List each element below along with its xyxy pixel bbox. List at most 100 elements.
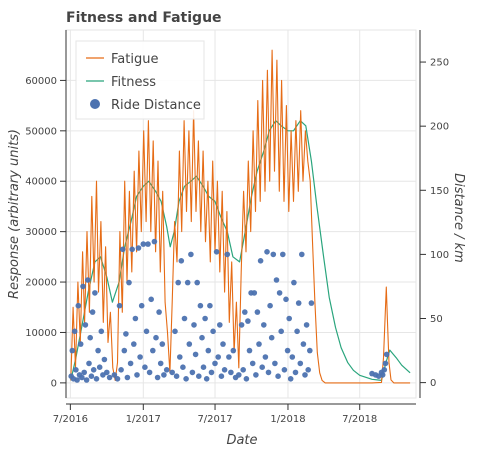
- y-tick-label: 40000: [25, 177, 57, 188]
- ride-distance-point: [221, 367, 228, 373]
- y-tick-label: 30000: [25, 227, 57, 238]
- y-tick-label: 60000: [25, 76, 57, 87]
- ride-distance-point: [126, 279, 132, 286]
- ride-distance-point: [207, 302, 213, 309]
- ride-distance-point: [83, 377, 90, 383]
- ride-distance-point: [284, 347, 291, 354]
- ride-distance-point: [124, 374, 131, 381]
- ride-distance-point: [181, 315, 188, 322]
- ride-distance-point: [292, 369, 299, 376]
- y-axis-label: Response (arbitrary units): [7, 129, 22, 299]
- ride-distance-point: [297, 360, 304, 367]
- ride-distance-point: [295, 300, 302, 306]
- ride-distance-point: [280, 251, 286, 258]
- ride-distance-point: [307, 347, 313, 354]
- ride-distance-point: [262, 354, 269, 360]
- ride-distance-point: [264, 249, 270, 255]
- ride-distance-point: [118, 367, 124, 373]
- ride-distance-point: [95, 347, 101, 354]
- ride-distance-point: [104, 369, 110, 376]
- ride-distance-point: [150, 347, 156, 354]
- ride-distance-point: [308, 300, 315, 306]
- ride-distance-point: [257, 258, 264, 264]
- ride-distance-point: [205, 347, 212, 354]
- ride-distance-point: [163, 367, 170, 373]
- legend-fatigue-label: Fatigue: [111, 52, 158, 67]
- ride-distance-point: [77, 341, 84, 347]
- x-tick-label: 1/2018: [270, 414, 305, 425]
- ride-distance-point: [218, 373, 225, 380]
- legend-distance-swatch: [90, 99, 100, 109]
- ride-distance-point: [383, 351, 390, 358]
- ride-distance-point: [215, 354, 221, 360]
- ride-distance-point: [287, 376, 294, 382]
- ride-distance-point: [93, 376, 100, 382]
- ride-distance-point: [156, 309, 162, 315]
- ride-distance-point: [85, 277, 91, 283]
- ride-distance-point: [101, 356, 108, 363]
- ride-distance-point: [80, 283, 86, 290]
- ride-distance-point: [303, 322, 310, 328]
- ride-distance-point: [217, 322, 223, 328]
- ride-distance-point: [177, 354, 183, 360]
- y2-tick-label: 200: [430, 122, 449, 133]
- ride-distance-point: [289, 354, 296, 360]
- ride-distance-point: [157, 360, 164, 367]
- y2-tick-label: 50: [430, 314, 443, 325]
- y-tick-label: 20000: [25, 278, 57, 289]
- x-tick-label: 7/2016: [53, 414, 88, 425]
- ride-distance-point: [200, 364, 207, 371]
- ride-distance-point: [90, 367, 97, 373]
- ride-distance-point: [382, 360, 389, 367]
- ride-distance-point: [379, 372, 386, 378]
- ride-distance-point: [86, 360, 92, 367]
- ride-distance-point: [203, 376, 210, 382]
- fitness-line: [70, 120, 411, 381]
- ride-distance-point: [256, 341, 262, 347]
- ride-distance-point: [228, 369, 234, 376]
- ride-distance-point: [81, 369, 87, 376]
- ride-distance-point: [183, 376, 189, 382]
- ride-distance-point: [294, 328, 300, 335]
- ride-distance-point: [299, 251, 305, 258]
- ride-distance-point: [286, 315, 293, 322]
- x-tick-label: 1/2017: [126, 414, 161, 425]
- ride-distance-point: [143, 328, 150, 335]
- ride-distance-point: [71, 328, 78, 335]
- ride-distance-point: [305, 367, 312, 373]
- ride-distance-point: [140, 241, 147, 247]
- ride-distance-point: [79, 374, 85, 381]
- ride-distance-point: [192, 351, 199, 358]
- ride-distance-point: [135, 245, 142, 251]
- ride-distance-point: [178, 258, 185, 264]
- x-axis-label: Date: [226, 433, 257, 448]
- ride-distance-point: [275, 373, 281, 380]
- ride-distance-point: [188, 251, 194, 258]
- ride-distance-point: [138, 302, 145, 309]
- ride-distance-point: [281, 367, 288, 373]
- ride-distance-point: [381, 367, 388, 373]
- ride-distance-point: [240, 367, 246, 373]
- x-tick-label: 7/2017: [197, 414, 232, 425]
- y-tick-label: 10000: [25, 328, 57, 339]
- ride-distance-point: [196, 373, 202, 380]
- ride-distance-point: [142, 364, 148, 371]
- ride-distance-point: [111, 372, 118, 378]
- ride-distance-point: [127, 360, 134, 367]
- ride-distance-point: [88, 373, 95, 380]
- ride-distance-point: [154, 374, 161, 381]
- ride-distance-point: [208, 369, 215, 376]
- y2-tick-label: 100: [430, 250, 449, 261]
- ride-distance-point: [74, 377, 80, 383]
- y2-tick-label: 250: [430, 58, 449, 69]
- legend-distance-label: Ride Distance: [111, 98, 201, 113]
- ride-distance-point: [119, 246, 126, 253]
- ride-distance-point: [300, 341, 307, 347]
- ride-distance-point: [273, 277, 280, 283]
- ride-distance-point: [180, 364, 186, 371]
- ride-distance-point: [213, 249, 220, 255]
- ride-distance-point: [121, 347, 128, 354]
- ride-distance-point: [197, 302, 204, 309]
- ride-distance-point: [153, 334, 159, 341]
